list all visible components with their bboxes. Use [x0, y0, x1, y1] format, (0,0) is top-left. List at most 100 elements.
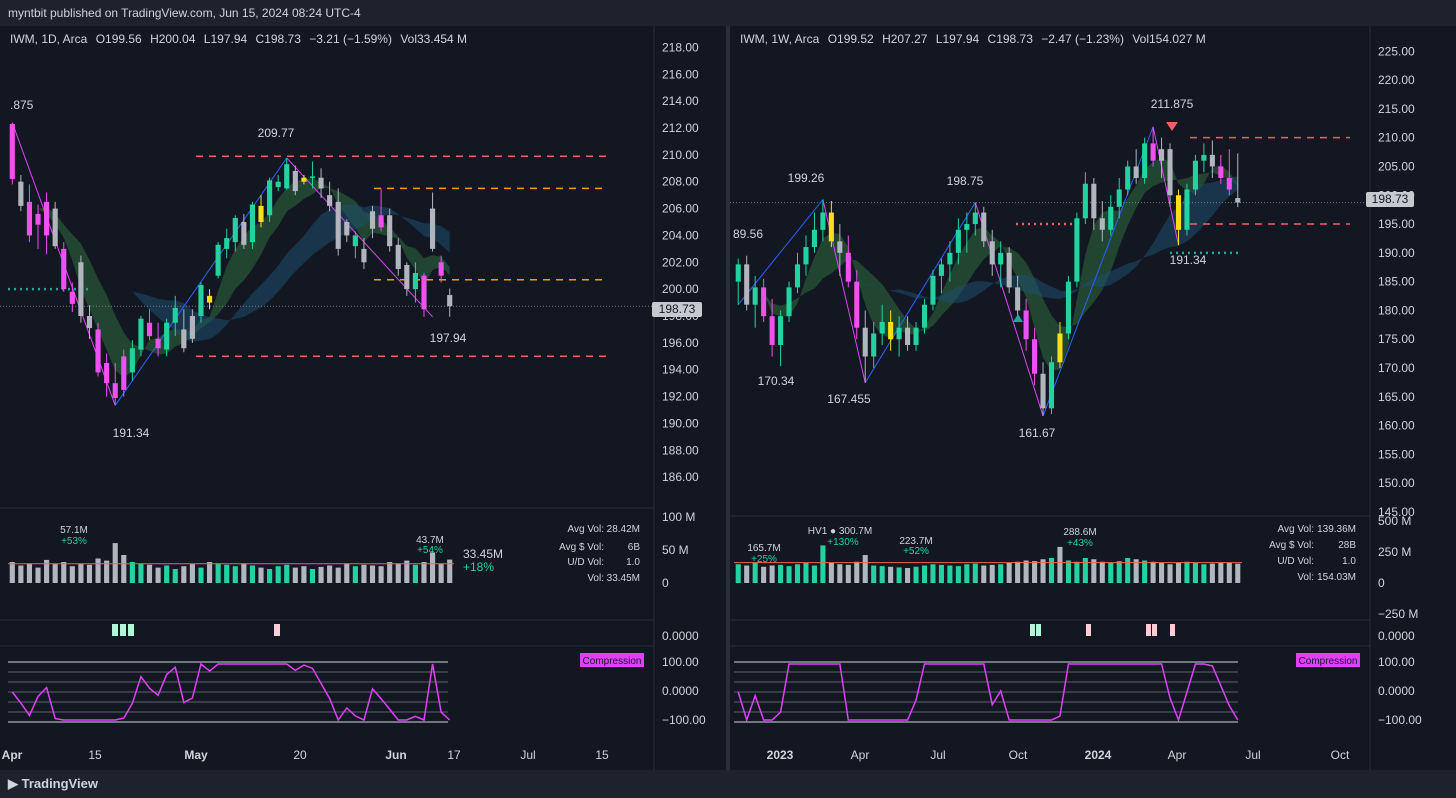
candle[interactable]: [387, 208, 393, 252]
candle[interactable]: [769, 298, 775, 357]
candle[interactable]: [1175, 189, 1182, 246]
candle[interactable]: [1159, 137, 1165, 178]
candle[interactable]: [1074, 212, 1080, 288]
candle[interactable]: [989, 229, 995, 276]
candle[interactable]: [1006, 247, 1012, 294]
candle[interactable]: [9, 122, 15, 185]
candle[interactable]: [1099, 201, 1105, 242]
candle[interactable]: [744, 255, 750, 311]
candle[interactable]: [267, 177, 273, 222]
candle[interactable]: [1167, 143, 1173, 207]
candle[interactable]: [930, 270, 936, 311]
candle[interactable]: [998, 241, 1004, 288]
candle[interactable]: [778, 310, 784, 367]
candle[interactable]: [412, 262, 418, 303]
candle[interactable]: [820, 199, 826, 242]
candle[interactable]: [761, 278, 767, 322]
candle[interactable]: [215, 242, 221, 279]
candle[interactable]: [1116, 177, 1122, 219]
candle[interactable]: [78, 255, 84, 323]
candle[interactable]: [871, 321, 877, 369]
candle[interactable]: [61, 242, 67, 292]
candle[interactable]: [284, 157, 290, 190]
candle[interactable]: [104, 353, 110, 397]
candle[interactable]: [232, 215, 238, 252]
candle[interactable]: [421, 273, 427, 317]
candle[interactable]: [146, 309, 153, 341]
candle[interactable]: [258, 195, 264, 228]
candle[interactable]: [735, 258, 741, 305]
candle[interactable]: [879, 304, 885, 345]
candle[interactable]: [309, 161, 316, 189]
tradingview-logo[interactable]: ▶ TradingView: [8, 776, 98, 792]
candle[interactable]: [404, 262, 410, 296]
candle[interactable]: [129, 340, 135, 381]
candle[interactable]: [112, 363, 118, 406]
candle[interactable]: [121, 349, 127, 397]
candle[interactable]: [189, 309, 195, 343]
candle[interactable]: [181, 309, 187, 353]
candle[interactable]: [26, 184, 33, 243]
candle[interactable]: [86, 305, 93, 339]
candle[interactable]: [44, 192, 50, 255]
candle[interactable]: [327, 181, 333, 212]
candle[interactable]: [301, 175, 307, 185]
candle[interactable]: [828, 201, 834, 248]
candle[interactable]: [395, 238, 401, 276]
candle[interactable]: [1032, 327, 1038, 386]
candle[interactable]: [1023, 298, 1029, 351]
candle[interactable]: [318, 168, 324, 198]
candle[interactable]: [172, 295, 178, 337]
candle[interactable]: [249, 201, 256, 249]
candle[interactable]: [862, 310, 868, 383]
candle[interactable]: [964, 212, 970, 253]
candle[interactable]: [888, 310, 894, 351]
candle[interactable]: [1125, 160, 1131, 196]
candle[interactable]: [1184, 183, 1190, 236]
candle[interactable]: [803, 235, 809, 276]
daily-chart-panel[interactable]: 218.00 216.00 214.00 212.00 210.00 208.00 206.…: [0, 26, 726, 770]
weekly-chart-svg[interactable]: 225.00220.00215.00210.00205.00200.00195.…: [730, 26, 1456, 770]
candle[interactable]: [845, 235, 851, 288]
candle[interactable]: [438, 255, 444, 283]
candle[interactable]: [981, 206, 987, 248]
candle[interactable]: [198, 282, 204, 323]
candle[interactable]: [1082, 172, 1088, 225]
candle[interactable]: [1108, 195, 1114, 236]
candle[interactable]: [352, 231, 358, 259]
candle[interactable]: [1040, 362, 1046, 416]
candle[interactable]: [155, 322, 161, 357]
candle[interactable]: [35, 204, 41, 249]
candle[interactable]: [1048, 356, 1055, 415]
candle[interactable]: [138, 316, 144, 357]
candle[interactable]: [275, 175, 281, 192]
candle[interactable]: [18, 175, 24, 212]
candle[interactable]: [429, 192, 436, 252]
candle[interactable]: [1065, 275, 1071, 340]
candle[interactable]: [164, 318, 170, 357]
candle[interactable]: [1209, 140, 1215, 178]
candle[interactable]: [224, 228, 230, 259]
candle[interactable]: [794, 252, 801, 294]
candle[interactable]: [811, 212, 817, 253]
candle[interactable]: [905, 316, 911, 351]
candle[interactable]: [361, 238, 367, 269]
candle[interactable]: [786, 281, 792, 322]
candle[interactable]: [1192, 154, 1198, 196]
candle[interactable]: [837, 224, 843, 276]
candle[interactable]: [344, 219, 350, 243]
candle[interactable]: [1226, 149, 1232, 196]
candle[interactable]: [1015, 275, 1021, 322]
candle[interactable]: [896, 316, 902, 357]
panel-divider[interactable]: [726, 26, 730, 770]
candle[interactable]: [972, 202, 978, 236]
candle[interactable]: [752, 275, 758, 328]
candle[interactable]: [955, 218, 961, 265]
candle[interactable]: [1142, 137, 1148, 184]
candle[interactable]: [95, 322, 101, 377]
candle[interactable]: [1218, 154, 1224, 184]
candle[interactable]: [1133, 149, 1139, 184]
candle[interactable]: [241, 213, 247, 249]
candle[interactable]: [1201, 143, 1207, 173]
candle[interactable]: [292, 165, 298, 196]
